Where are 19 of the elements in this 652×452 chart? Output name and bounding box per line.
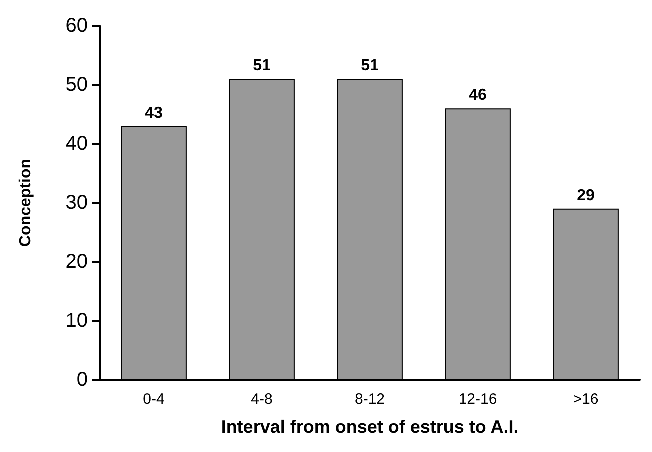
y-tick-label: 10 — [66, 310, 88, 332]
y-tick-label: 0 — [76, 369, 88, 391]
data-label: 43 — [145, 104, 163, 122]
data-label: 51 — [361, 58, 379, 75]
x-tick-label: 12-16 — [458, 391, 498, 408]
x-tick-label: >16 — [573, 391, 599, 408]
data-label: 46 — [469, 87, 487, 104]
y-axis-title: Conception — [18, 159, 34, 247]
data-label: 29 — [577, 187, 595, 204]
x-tick-label: 4-8 — [251, 391, 273, 408]
x-tick-label: 8-12 — [354, 391, 386, 408]
y-tick-label: 20 — [66, 251, 88, 273]
y-tick-label: 50 — [66, 74, 88, 96]
y-tick-label: 30 — [66, 192, 88, 214]
y-tick-label: 60 — [66, 15, 88, 37]
y-tick-label: 40 — [66, 133, 88, 155]
data-label: 51 — [253, 58, 271, 75]
x-tick-label: 0-4 — [143, 391, 165, 408]
x-axis-title: Interval from onset of estrus to A.I. — [221, 417, 519, 437]
